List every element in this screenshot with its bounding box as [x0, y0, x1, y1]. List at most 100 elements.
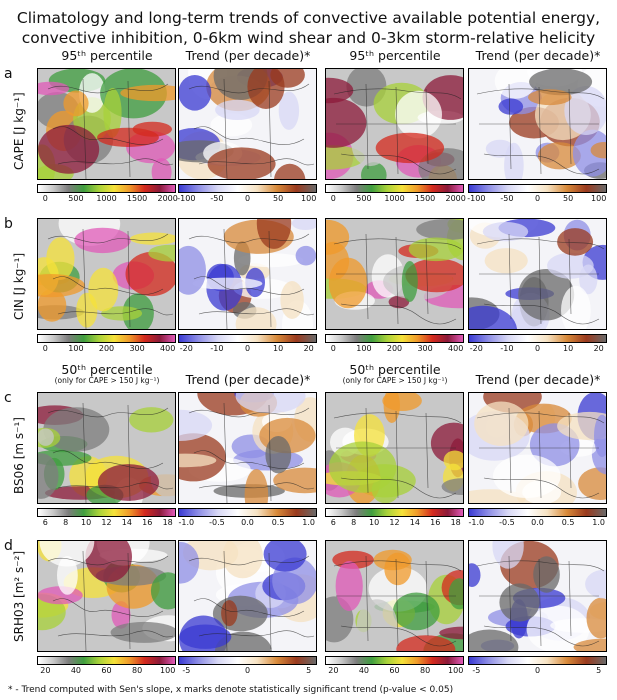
- colorbar-ticks: -5 0 5: [178, 666, 317, 680]
- colorbar-ticks: -100 -50 0 50 100: [467, 194, 607, 208]
- tick-label: 1.0: [592, 518, 606, 527]
- tick-label: 50: [562, 194, 574, 203]
- tick-label: 60: [101, 666, 112, 675]
- map-panel-a-3: [325, 68, 464, 180]
- map-panel-b-2: [178, 218, 317, 330]
- colorbar-b-3: [325, 334, 464, 343]
- colorbar-c-1: [37, 508, 176, 517]
- colorbar-a-3: [325, 184, 464, 193]
- map-panel-b-3: [325, 218, 464, 330]
- tick-label: 12: [101, 518, 112, 527]
- tick-label: 10: [562, 344, 574, 353]
- tick-label: 200: [386, 344, 403, 353]
- tick-label: 80: [131, 666, 143, 675]
- map-panel-b-4: [468, 218, 607, 330]
- tick-label: -5: [472, 666, 481, 675]
- tick-label: -1.0: [178, 518, 195, 527]
- tick-label: 500: [356, 194, 372, 203]
- row-letter-a: a: [4, 66, 13, 82]
- map-panel-d-1: [37, 540, 176, 652]
- row-label-a: CAPE [J kg⁻¹]: [12, 92, 26, 170]
- tick-label: 100: [591, 194, 607, 203]
- figure-title-line2: convective inhibition, 0-6km wind shear …: [21, 29, 596, 47]
- tick-label: -100: [467, 194, 486, 203]
- tick-label: 100: [68, 344, 84, 353]
- colorbar-a-4: [468, 184, 607, 193]
- tick-label: 0: [534, 344, 541, 353]
- colorbar-d-3: [325, 656, 464, 665]
- colorbar-c-3: [325, 508, 464, 517]
- tick-label: -10: [500, 344, 514, 353]
- tick-label: 100: [301, 194, 317, 203]
- column-title-text: Trend (per decade)*: [475, 372, 601, 387]
- tick-label: 16: [142, 518, 153, 527]
- tick-label: 50: [272, 194, 284, 203]
- tick-label: 0: [244, 344, 251, 353]
- colorbar-ticks: -20 -10 0 10 20: [178, 344, 317, 358]
- tick-label: 12: [389, 518, 400, 527]
- tick-label: 200: [98, 344, 115, 353]
- tick-label: 2000: [157, 194, 178, 203]
- tick-label: -5: [182, 666, 191, 675]
- tick-label: 0: [42, 194, 48, 203]
- column-title: Trend (per decade)*: [178, 48, 318, 63]
- tick-label: 0: [330, 194, 336, 203]
- colorbar-d-4: [468, 656, 607, 665]
- column-title-text: 50ᵗʰ percentile: [61, 362, 153, 377]
- colorbar-c-2: [178, 508, 317, 517]
- tick-label: 500: [68, 194, 84, 203]
- tick-label: 20: [593, 344, 604, 353]
- tick-label: 40: [358, 666, 369, 675]
- tick-label: 20: [303, 344, 314, 353]
- colorbar-ticks: 20 40 60 80 100: [325, 666, 464, 680]
- tick-label: 20: [328, 666, 339, 675]
- colorbar-a-1: [37, 184, 176, 193]
- tick-label: 0.5: [271, 518, 285, 527]
- tick-label: 2000: [445, 194, 466, 203]
- row-letter-c: c: [4, 390, 12, 406]
- colorbar-ticks: -1.0 -0.5 0.0 0.5 1.0: [178, 518, 317, 532]
- colorbar-ticks: 6 8 10 12 14 16 18: [325, 518, 464, 532]
- colorbar-c-4: [468, 508, 607, 517]
- tick-label: 8: [351, 518, 357, 527]
- column-title: Trend (per decade)*: [178, 372, 318, 387]
- tick-label: 0.0: [531, 518, 544, 527]
- map-panel-c-4: [468, 392, 607, 504]
- tick-label: 5: [596, 666, 602, 675]
- tick-label: 300: [129, 344, 145, 353]
- tick-label: 0: [330, 344, 336, 353]
- colorbar-b-2: [178, 334, 317, 343]
- tick-label: 14: [121, 518, 132, 527]
- colorbar-ticks: 0 100 200 300 400: [325, 344, 464, 358]
- footnote: * - Trend computed with Sen's slope, x m…: [8, 685, 454, 695]
- column-title: 95ᵗʰ percentile: [325, 48, 465, 63]
- row-letter-d: d: [4, 538, 13, 554]
- map-panel-b-1: [37, 218, 176, 330]
- tick-label: 300: [417, 344, 433, 353]
- row-letter-b: b: [4, 216, 13, 232]
- tick-label: 80: [419, 666, 431, 675]
- tick-label: 18: [450, 518, 461, 527]
- tick-label: -1.0: [468, 518, 485, 527]
- colorbar-b-1: [37, 334, 176, 343]
- tick-label: 8: [63, 518, 69, 527]
- tick-label: 18: [162, 518, 173, 527]
- tick-label: -0.5: [499, 518, 515, 527]
- tick-label: -50: [210, 194, 224, 203]
- tick-label: 16: [430, 518, 441, 527]
- colorbar-ticks: 0 500 1000 1500 2000: [325, 194, 466, 208]
- colorbar-d-1: [37, 656, 176, 665]
- tick-label: 10: [81, 518, 92, 527]
- colorbar-ticks: -100 -50 0 50 100: [177, 194, 317, 208]
- tick-label: 10: [369, 518, 380, 527]
- column-title-text: 50ᵗʰ percentile: [349, 362, 441, 377]
- tick-label: -20: [179, 344, 193, 353]
- column-title: Trend (per decade)*: [468, 372, 608, 387]
- tick-label: 0: [244, 194, 251, 203]
- tick-label: 400: [160, 344, 176, 353]
- tick-label: -10: [210, 344, 224, 353]
- column-title-text: Trend (per decade)*: [475, 48, 601, 63]
- column-title: 95ᵗʰ percentile: [37, 48, 177, 63]
- map-panel-c-3: [325, 392, 464, 504]
- column-title-note: (only for CAPE > 150 J kg⁻¹): [342, 376, 448, 385]
